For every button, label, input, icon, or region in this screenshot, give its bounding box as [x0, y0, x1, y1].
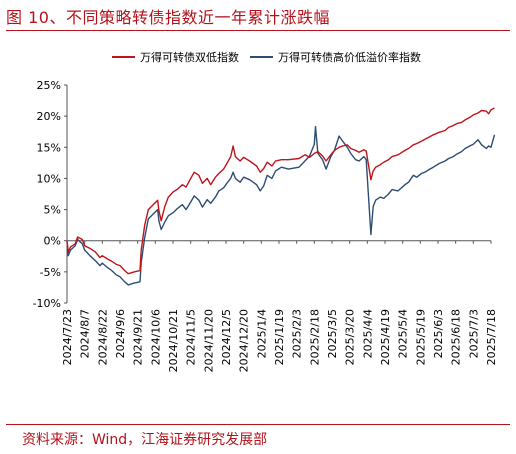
footer-divider: [6, 424, 510, 425]
chart-legend: 万得可转债双低指数 万得可转债高价低溢价率指数: [112, 50, 421, 64]
x-tick-label: 2025/7/18: [485, 309, 498, 365]
y-tick-label: 5%: [44, 204, 61, 217]
x-tick-label: 2024/10/6: [149, 309, 162, 365]
y-tick-label: -10%: [33, 297, 61, 310]
x-tick-label: 2024/7/23: [61, 309, 74, 365]
line-chart: 万得可转债双低指数 万得可转债高价低溢价率指数 25% 20% 15% 10% 5% 0%…: [33, 50, 498, 372]
y-tick-label: 0%: [44, 235, 61, 248]
x-tick-label: 2025/3/20: [344, 309, 357, 365]
y-tick-label: 10%: [37, 172, 61, 185]
x-tick-label: 2025/2/18: [308, 309, 321, 365]
legend-label-series-2: 万得可转债高价低溢价率指数: [278, 50, 421, 64]
x-tick-label: 2025/2/3: [291, 309, 304, 358]
title-divider: [6, 30, 510, 31]
x-tick-label: 2025/5/19: [414, 309, 427, 365]
series-line-1: [66, 107, 495, 275]
x-tick-label: 2025/4/4: [361, 309, 374, 358]
x-tick-label: 2024/9/6: [114, 309, 127, 358]
x-tick-label: 2024/9/21: [132, 309, 145, 365]
x-tick-label: 2025/5/4: [397, 309, 410, 358]
x-tick-label: 2024/8/7: [79, 309, 92, 358]
x-tick-label: 2025/4/19: [379, 309, 392, 365]
x-tick-label: 2024/12/20: [238, 309, 251, 372]
y-tick-label: -5%: [40, 266, 61, 279]
x-tick-label: 2025/6/3: [432, 309, 445, 358]
legend-label-series-1: 万得可转债双低指数: [140, 50, 239, 64]
y-tick-label: 15%: [37, 141, 61, 154]
x-tick-label: 2024/12/5: [220, 309, 233, 365]
x-tick-label: 2024/8/22: [96, 309, 109, 365]
x-tick-label: 2024/11/5: [185, 309, 198, 365]
x-tick-label: 2025/6/18: [450, 309, 463, 365]
source-note: 资料来源：Wind，江海证券研究发展部: [22, 432, 268, 448]
chart-series: [66, 107, 496, 286]
x-tick-label: 2024/10/21: [167, 309, 180, 372]
x-tick-label: 2025/3/5: [326, 309, 339, 358]
figure-title: 图 10、不同策略转债指数近一年累计涨跌幅: [6, 8, 330, 27]
x-tick-label: 2025/1/19: [273, 309, 286, 365]
y-tick-label: 20%: [37, 110, 61, 123]
x-tick-label: 2024/11/20: [202, 309, 215, 372]
chart-axes: 25% 20% 15% 10% 5% 0% -5% -10%2024/7/23 2024/8/7…: [33, 79, 498, 372]
y-tick-label: 25%: [37, 79, 61, 92]
series-line-2: [66, 126, 496, 286]
x-tick-label: 2025/1/4: [255, 309, 268, 358]
x-tick-label: 2025/7/3: [467, 309, 480, 358]
